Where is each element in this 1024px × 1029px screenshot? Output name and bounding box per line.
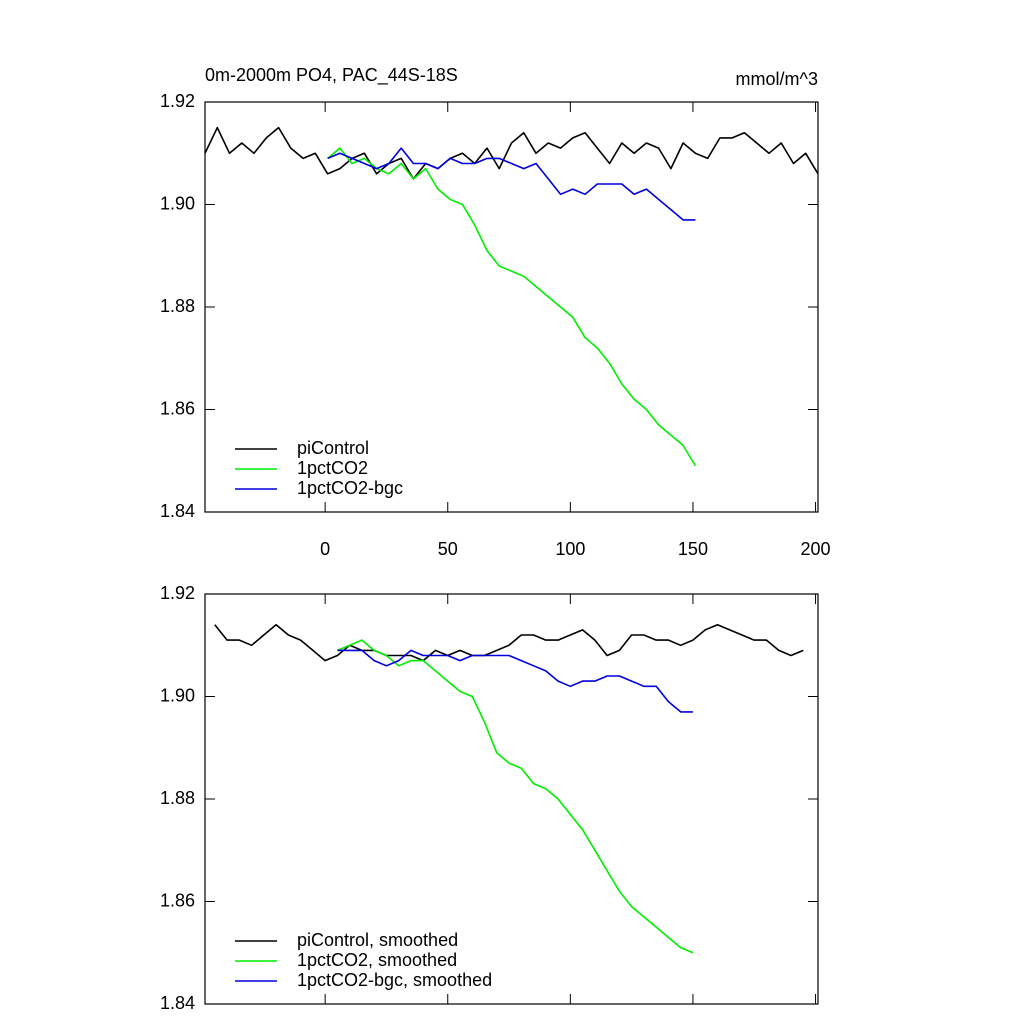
y-tick-label: 1.86 xyxy=(160,398,195,418)
y-tick-label: 1.92 xyxy=(160,91,195,111)
y-tick-label: 1.92 xyxy=(160,583,195,603)
y-tick-label: 1.90 xyxy=(160,685,195,705)
series-line xyxy=(204,126,819,180)
legend-label: 1pctCO2, smoothed xyxy=(297,950,457,970)
y-tick-label: 1.90 xyxy=(160,193,195,213)
y-tick-label: 1.84 xyxy=(160,501,195,521)
legend-label: piControl xyxy=(297,438,369,458)
legend-label: 1pctCO2-bgc xyxy=(297,478,403,498)
legend-label: 1pctCO2-bgc, smoothed xyxy=(297,970,492,990)
x-tick-label: 50 xyxy=(438,539,458,559)
series-line xyxy=(327,147,696,221)
legend-label: piControl, smoothed xyxy=(297,930,458,950)
chart-title: 0m-2000m PO4, PAC_44S-18S xyxy=(205,65,458,86)
x-tick-label: 150 xyxy=(678,539,708,559)
series-line xyxy=(327,147,697,467)
series-line xyxy=(337,639,694,954)
series-line xyxy=(337,649,693,713)
x-tick-label: 200 xyxy=(801,539,831,559)
units-label: mmol/m^3 xyxy=(736,69,818,89)
series-line xyxy=(214,624,804,662)
x-tick-label: 100 xyxy=(555,539,585,559)
legend-label: 1pctCO2 xyxy=(297,458,368,478)
y-tick-label: 1.88 xyxy=(160,788,195,808)
y-tick-label: 1.84 xyxy=(160,993,195,1013)
y-tick-label: 1.88 xyxy=(160,296,195,316)
x-tick-label: 0 xyxy=(320,539,330,559)
y-tick-label: 1.86 xyxy=(160,890,195,910)
